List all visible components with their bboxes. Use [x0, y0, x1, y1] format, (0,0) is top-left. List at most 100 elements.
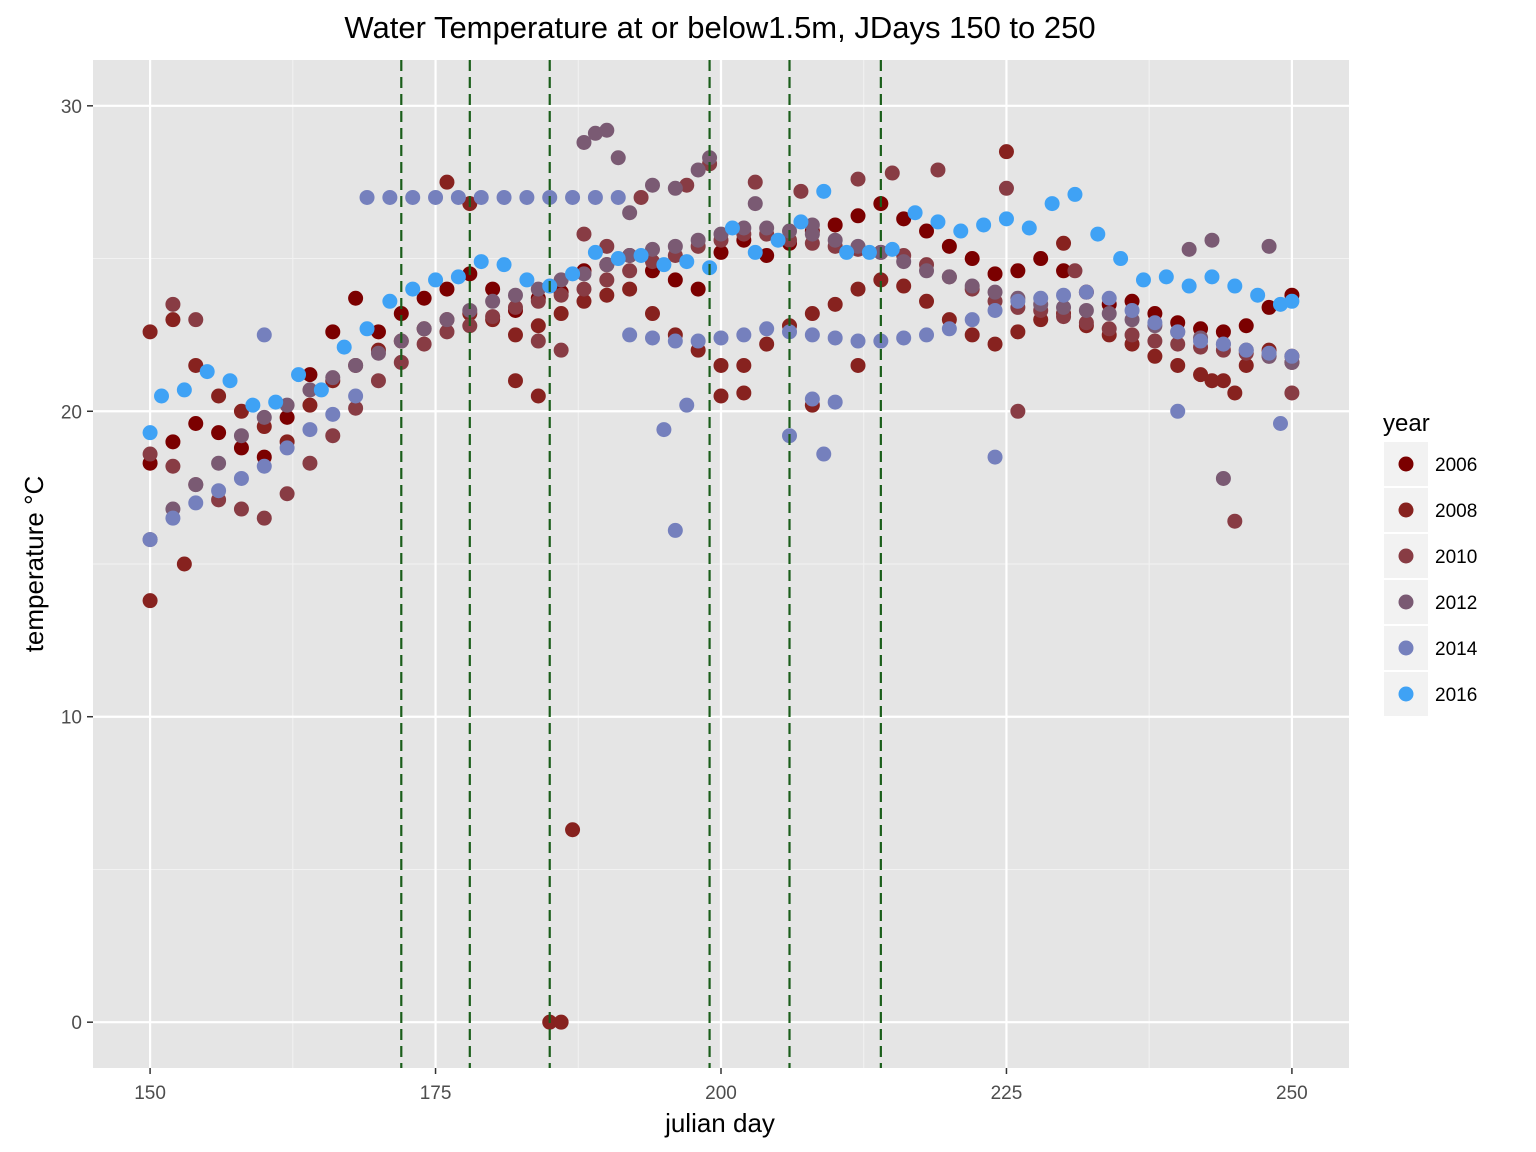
y-axis-title: temperature °C — [19, 476, 49, 653]
data-point-2014 — [211, 483, 227, 499]
data-point-2012 — [439, 312, 455, 328]
data-point-2012 — [370, 345, 386, 361]
data-point-2016 — [268, 394, 284, 410]
data-point-2014 — [256, 327, 272, 343]
data-point-2014 — [256, 458, 272, 474]
data-point-2014 — [1010, 293, 1026, 309]
y-tick-label: 10 — [61, 708, 82, 729]
data-point-2008 — [1238, 357, 1254, 373]
data-point-2016 — [313, 382, 329, 398]
data-point-2012 — [530, 281, 546, 297]
data-point-2008 — [553, 306, 569, 322]
data-point-2010 — [302, 455, 318, 471]
data-point-2014 — [1147, 315, 1163, 331]
data-point-2014 — [1170, 324, 1186, 340]
data-point-2010 — [599, 238, 615, 254]
data-point-2012 — [553, 272, 569, 288]
legend-title: year — [1383, 410, 1430, 437]
data-point-2016 — [1067, 186, 1083, 202]
data-point-2006 — [713, 244, 729, 260]
data-point-2014 — [850, 333, 866, 349]
data-point-2006 — [1261, 299, 1277, 315]
data-point-2008 — [530, 318, 546, 334]
data-point-2012 — [804, 217, 820, 233]
data-point-2010 — [439, 324, 455, 340]
data-point-2014 — [1033, 290, 1049, 306]
data-point-2006 — [1010, 263, 1026, 279]
data-point-2014 — [1272, 415, 1288, 431]
data-point-2014 — [1101, 290, 1117, 306]
data-point-2010 — [576, 226, 592, 242]
data-point-2010 — [644, 254, 660, 270]
data-point-2010 — [165, 458, 181, 474]
data-point-2008 — [827, 296, 843, 312]
data-point-2008 — [850, 281, 866, 297]
data-point-2008 — [713, 388, 729, 404]
data-point-2010 — [599, 272, 615, 288]
data-point-2014 — [359, 189, 375, 205]
data-point-2012 — [188, 477, 204, 493]
data-point-2006 — [416, 290, 432, 306]
data-point-2010 — [393, 354, 409, 370]
data-point-2012 — [941, 269, 957, 285]
data-point-2008 — [919, 293, 935, 309]
data-point-2012 — [1261, 238, 1277, 254]
x-axis-ticks: 150 175 200 225 250 — [134, 1068, 1308, 1104]
data-point-2016 — [473, 254, 489, 270]
data-point-2006 — [1056, 263, 1072, 279]
data-point-2008 — [507, 327, 523, 343]
data-point-2016 — [1135, 272, 1151, 288]
data-point-2006 — [485, 281, 501, 297]
data-point-2012 — [576, 266, 592, 282]
data-point-2010 — [485, 309, 501, 325]
y-tick-label: 20 — [61, 402, 82, 423]
data-point-2012 — [759, 220, 775, 236]
data-point-2016 — [519, 272, 535, 288]
data-point-2014 — [405, 189, 421, 205]
data-point-2014 — [622, 327, 638, 343]
data-point-2006 — [325, 324, 341, 340]
chart-title: Water Temperature at or below1.5m, JDays… — [344, 10, 1095, 45]
data-point-2016 — [359, 321, 375, 337]
data-point-2014 — [759, 321, 775, 337]
data-point-2010 — [165, 296, 181, 312]
data-point-2014 — [656, 422, 672, 438]
data-point-2014 — [325, 406, 341, 422]
data-point-2014 — [827, 330, 843, 346]
data-point-2006 — [827, 217, 843, 233]
data-point-2008 — [599, 287, 615, 303]
data-point-2016 — [142, 425, 158, 441]
data-point-2006 — [439, 281, 455, 297]
data-point-2016 — [199, 364, 215, 380]
data-point-2016 — [428, 272, 444, 288]
data-point-2012 — [587, 125, 603, 141]
data-point-2012 — [644, 241, 660, 257]
data-point-2012 — [1215, 470, 1231, 486]
data-point-2010 — [325, 428, 341, 444]
legend-key-2008 — [1398, 502, 1414, 518]
data-point-2012 — [622, 247, 638, 263]
data-point-2010 — [576, 281, 592, 297]
data-point-2014 — [690, 333, 706, 349]
data-point-2008 — [1193, 367, 1209, 383]
data-point-2008 — [850, 357, 866, 373]
data-point-2014 — [941, 321, 957, 337]
data-point-2006 — [759, 247, 775, 263]
data-point-2008 — [188, 357, 204, 373]
data-point-2010 — [256, 510, 272, 526]
data-point-2014 — [782, 324, 798, 340]
data-point-2010 — [884, 165, 900, 181]
data-point-2008 — [176, 556, 192, 572]
data-point-2010 — [530, 333, 546, 349]
data-points — [142, 122, 1300, 1030]
data-point-2008 — [1056, 235, 1072, 251]
data-point-2016 — [1044, 196, 1060, 212]
data-point-2014 — [382, 189, 398, 205]
data-point-2006 — [1215, 324, 1231, 340]
data-point-2008 — [622, 281, 638, 297]
data-point-2008 — [873, 272, 889, 288]
data-point-2016 — [1250, 287, 1266, 303]
data-point-2006 — [233, 440, 249, 456]
data-point-2008 — [1170, 357, 1186, 373]
data-point-2006 — [279, 409, 295, 425]
